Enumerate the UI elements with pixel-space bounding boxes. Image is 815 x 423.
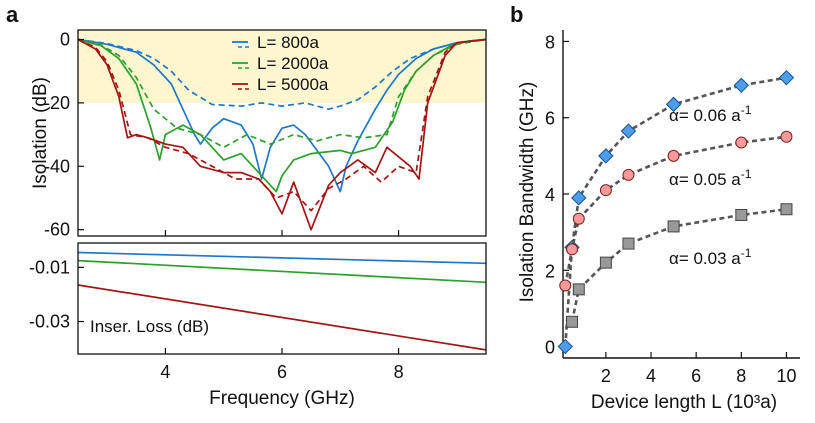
bandwidth-ytick-label: 0 bbox=[545, 338, 555, 358]
bandwidth-ytick-label: 4 bbox=[545, 185, 555, 205]
insertion-loss-ytick-label: -0.03 bbox=[29, 312, 70, 332]
alpha-annotation: α= 0.05 a-1 bbox=[669, 167, 752, 189]
bandwidth-fit-line-0-06-a-1 bbox=[564, 76, 787, 347]
data-point-diamond bbox=[620, 123, 637, 139]
data-point-square bbox=[599, 256, 612, 269]
isolation-line-l-800a bbox=[77, 38, 487, 193]
insertion-loss-annotation: Inser. Loss (dB) bbox=[90, 317, 209, 336]
isolation-line-l-5000a bbox=[77, 38, 487, 231]
data-point-circle bbox=[572, 212, 585, 225]
data-point-circle bbox=[780, 130, 793, 143]
bandwidth-xtick-label: 2 bbox=[601, 366, 611, 386]
frequency-xtick-label: 6 bbox=[277, 362, 287, 382]
isolation-ytick-label: -20 bbox=[44, 93, 70, 113]
legend-label: L= 2000a bbox=[257, 54, 329, 73]
insertion-loss-axes-frame bbox=[77, 242, 487, 355]
isolation-ytick-label: 0 bbox=[60, 30, 70, 50]
bandwidth-xtick-label: 4 bbox=[646, 366, 656, 386]
insertion-loss-line-l-2000a bbox=[77, 259, 487, 284]
data-point-square bbox=[780, 203, 793, 216]
data-point-circle bbox=[559, 279, 572, 292]
data-point-circle bbox=[735, 136, 748, 149]
bandwidth-ytick-label: 2 bbox=[545, 261, 555, 281]
alpha-annotation-base: α= 0.05 a bbox=[669, 170, 741, 189]
bandwidth-ytick-label: 6 bbox=[545, 109, 555, 129]
alpha-annotation: α= 0.03 a-1 bbox=[669, 246, 752, 268]
data-point-circle bbox=[566, 243, 579, 256]
isolation-ytick-label: -40 bbox=[44, 156, 70, 176]
data-point-square bbox=[566, 315, 579, 328]
alpha-annotation: α= 0.06 a-1 bbox=[669, 103, 752, 125]
legend-label: L= 5000a bbox=[257, 75, 329, 94]
data-point-circle bbox=[599, 184, 612, 197]
insertion-loss-line-l-800a bbox=[77, 251, 487, 265]
data-point-diamond bbox=[598, 148, 614, 164]
data-point-diamond bbox=[665, 96, 682, 113]
insertion-loss-ytick-label: -0.01 bbox=[29, 257, 70, 277]
data-point-square bbox=[572, 283, 585, 296]
isolation-line-l-2000a bbox=[77, 38, 487, 193]
isolation-line-l-800a-dashed bbox=[77, 38, 487, 111]
legend-label: L= 800a bbox=[257, 33, 319, 52]
data-point-diamond bbox=[778, 69, 795, 86]
data-point-diamond bbox=[571, 190, 587, 206]
bandwidth-xtick-label: 10 bbox=[776, 366, 796, 386]
data-point-circle bbox=[667, 149, 680, 162]
data-point-circle bbox=[622, 168, 635, 181]
isolation-ylabel: Isolation (dB) bbox=[30, 77, 51, 189]
panel-a-label: a bbox=[6, 2, 19, 27]
isolation-ytick-label: -60 bbox=[44, 220, 70, 240]
data-point-square bbox=[622, 237, 635, 250]
data-point-diamond bbox=[557, 338, 573, 355]
panel-b-label: b bbox=[510, 2, 523, 27]
bandwidth-ytick-label: 8 bbox=[545, 32, 555, 52]
insertion-loss-plot: -0.01 -0.03 4 6 8 Inser. Loss (dB) Frequenc… bbox=[29, 242, 487, 409]
bandwidth-xtick-label: 6 bbox=[691, 366, 701, 386]
insertion-loss-line-l-5000a bbox=[77, 284, 487, 351]
data-point-square bbox=[735, 208, 748, 221]
bandwidth-xtick-label: 8 bbox=[736, 366, 746, 386]
alpha-annotation-exponent: -1 bbox=[741, 246, 752, 260]
device-length-xlabel: Device length L (10³a) bbox=[591, 392, 777, 413]
frequency-xtick-label: 8 bbox=[394, 362, 404, 382]
isolation-line-l-2000a-dashed bbox=[77, 38, 487, 149]
data-point-diamond bbox=[733, 77, 750, 94]
isolation-plot: 0 -20 -40 -60 Isolation (dB) L= 800a L= 2000… bbox=[30, 29, 487, 240]
alpha-annotation-base: α= 0.06 a bbox=[669, 106, 741, 125]
alpha-annotation-exponent: -1 bbox=[741, 103, 752, 117]
alpha-annotation-base: α= 0.03 a bbox=[669, 249, 741, 268]
isolation-line-l-5000a-dashed bbox=[77, 38, 487, 212]
data-point-square bbox=[667, 220, 680, 233]
isolation-shaded-band bbox=[78, 30, 486, 103]
alpha-annotation-exponent: -1 bbox=[741, 167, 752, 181]
isolation-legend: L= 800a L= 2000a L= 5000a bbox=[232, 33, 329, 94]
frequency-xlabel: Frequency (GHz) bbox=[209, 388, 355, 409]
frequency-xtick-label: 4 bbox=[160, 362, 170, 382]
bandwidth-ylabel: Isolation Bandwidth (GHz) bbox=[517, 82, 538, 303]
bandwidth-fit-line-0-05-a-1 bbox=[564, 135, 787, 286]
